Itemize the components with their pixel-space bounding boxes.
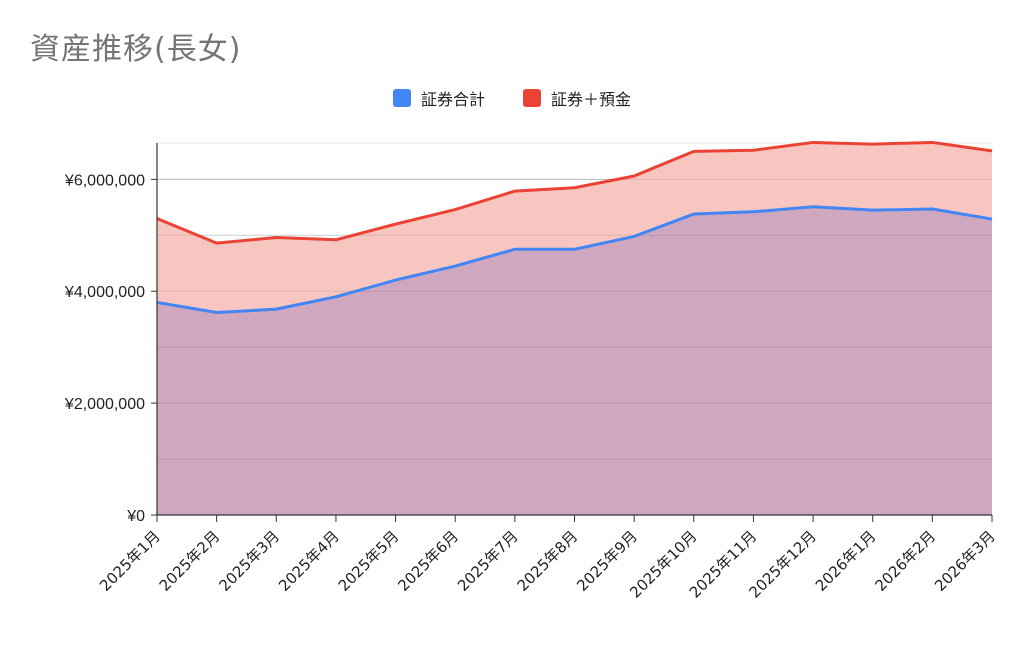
legend-item-securities-deposits[interactable]: 証券＋預金 [523, 86, 631, 110]
x-tick-label: 2025年3月 [215, 527, 283, 595]
x-tick-label: 2025年6月 [394, 527, 462, 595]
chart-title: 資産推移(長女) [30, 32, 242, 67]
y-tick-label: ¥6,000,000 [64, 172, 145, 189]
y-tick-label: ¥0 [126, 508, 145, 525]
legend-swatch-securities-deposits [523, 89, 541, 107]
legend-item-securities[interactable]: 証券合計 [392, 86, 485, 110]
x-tick-label: 2025年1月 [96, 527, 164, 595]
x-tick-label: 2025年7月 [454, 527, 522, 595]
y-tick-label: ¥2,000,000 [64, 396, 145, 413]
legend-label-securities-deposits: 証券＋預金 [551, 90, 632, 109]
line-series-1 [156, 140, 993, 245]
line-series-0 [156, 205, 993, 314]
x-tick-label: 2025年5月 [335, 527, 403, 595]
x-tick-label: 2025年2月 [156, 527, 224, 595]
x-tick-label: 2025年4月 [275, 527, 343, 595]
legend-label-securities: 証券合計 [420, 90, 485, 109]
x-tick-label: 2025年8月 [514, 527, 582, 595]
area-series-0 [157, 206, 992, 515]
legend-swatch-securities [392, 89, 411, 107]
x-tick-label: 2026年1月 [812, 527, 880, 595]
x-tick-label: 2026年2月 [872, 527, 940, 595]
y-tick-label: ¥4,000,000 [64, 284, 145, 301]
legend: 証券合計 証券＋預金 [0, 86, 1024, 110]
x-tick-label: 2026年3月 [931, 527, 999, 595]
